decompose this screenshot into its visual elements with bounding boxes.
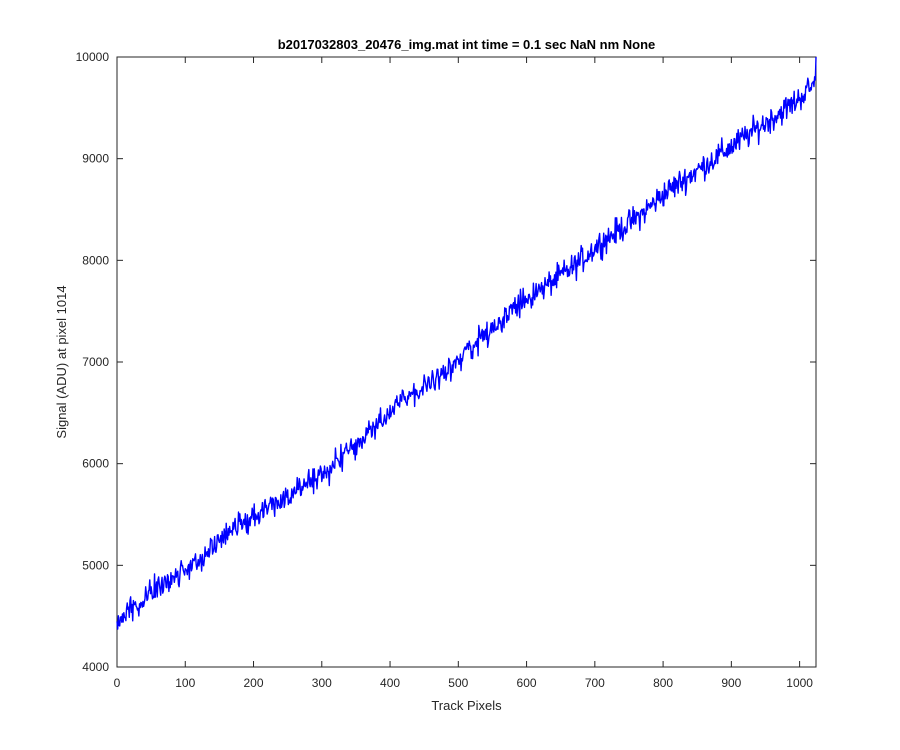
y-tick-label: 6000 (82, 457, 109, 471)
y-tick-label: 7000 (82, 355, 109, 369)
y-tick-label: 10000 (76, 50, 110, 64)
x-tick-label: 100 (175, 676, 195, 690)
x-tick-label: 1000 (786, 676, 813, 690)
x-axis-label: Track Pixels (431, 698, 502, 713)
chart-title: b2017032803_20476_img.mat int time = 0.1… (278, 37, 656, 52)
x-tick-label: 500 (448, 676, 468, 690)
x-tick-label: 700 (585, 676, 605, 690)
x-tick-label: 600 (517, 676, 537, 690)
x-tick-label: 900 (721, 676, 741, 690)
y-tick-label: 4000 (82, 660, 109, 674)
x-tick-label: 800 (653, 676, 673, 690)
series-line-0 (116, 56, 817, 630)
axes-box (116, 56, 817, 668)
x-tick-label: 300 (312, 676, 332, 690)
y-axis-label: Signal (ADU) at pixel 1014 (54, 285, 69, 438)
x-axis-ticks: 0 100 200 300 400 500 600 700 800 900 1000 (114, 57, 813, 690)
series-group (116, 56, 817, 630)
y-tick-label: 9000 (82, 152, 109, 166)
axes: 0 100 200 300 400 500 600 700 800 900 1000 4000 500… (76, 50, 817, 690)
y-tick-label: 8000 (82, 253, 109, 267)
y-axis-ticks: 4000 5000 6000 7000 8000 9000 10000 (76, 50, 816, 674)
x-tick-label: 400 (380, 676, 400, 690)
x-tick-label: 0 (114, 676, 121, 690)
y-tick-label: 5000 (82, 558, 109, 572)
x-tick-label: 200 (244, 676, 264, 690)
